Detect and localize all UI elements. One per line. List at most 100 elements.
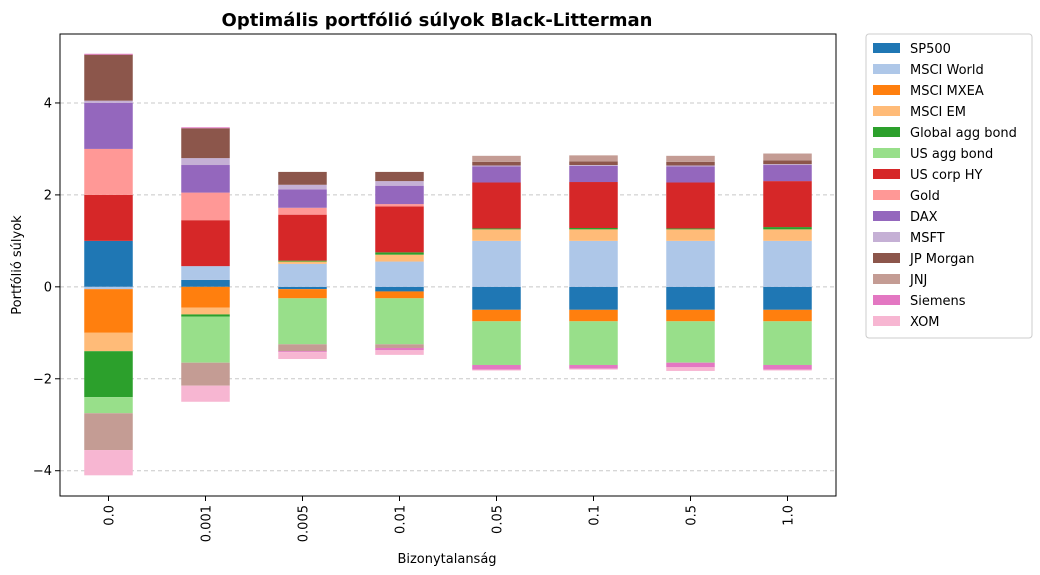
- x-tick-label: 0.01: [394, 505, 409, 534]
- bar-segment: [569, 165, 618, 183]
- bar-segment: [472, 166, 521, 183]
- bar-segment: [472, 369, 521, 371]
- bar-segment: [472, 286, 521, 310]
- bar-segment: [181, 165, 230, 193]
- bar-segment: [666, 161, 715, 166]
- legend-swatch: [873, 43, 900, 53]
- bar-segment: [278, 344, 327, 352]
- y-tick-label: 2: [44, 188, 52, 203]
- bar-segment: [666, 367, 715, 371]
- bar-segment: [666, 229, 715, 241]
- bar-segment: [375, 206, 424, 253]
- bar-segment: [375, 261, 424, 287]
- bar-segment: [666, 228, 715, 230]
- legend-label: US agg bond: [910, 147, 993, 162]
- bar-segment: [472, 165, 521, 167]
- legend-label: JNJ: [909, 273, 927, 288]
- legend-swatch: [873, 85, 900, 95]
- legend-label: MSCI World: [910, 63, 984, 78]
- bar-segment: [278, 184, 327, 190]
- bar-segment: [181, 158, 230, 166]
- bar-segment: [569, 321, 618, 365]
- bar-segment: [181, 314, 230, 317]
- legend-swatch: [873, 274, 900, 284]
- bar-segment: [84, 100, 133, 103]
- bar-segment: [84, 289, 133, 333]
- x-tick-label: 0.001: [200, 505, 215, 542]
- legend-label: MSCI EM: [910, 105, 966, 120]
- y-tick-label: 0: [44, 280, 52, 295]
- bar-segment: [375, 181, 424, 186]
- legend-swatch: [873, 169, 900, 179]
- bar-segment: [375, 185, 424, 205]
- bar-segment: [84, 53, 133, 55]
- bar-segment: [472, 228, 521, 230]
- x-tick-label: 0.05: [491, 505, 506, 534]
- legend-box: [865, 33, 1033, 339]
- bar-segment: [278, 171, 327, 185]
- legend-label: US corp HY: [910, 168, 983, 183]
- legend-label: Global agg bond: [910, 126, 1017, 141]
- bar-segment: [84, 332, 133, 352]
- legend-swatch: [873, 211, 900, 221]
- bar-segment: [375, 291, 424, 299]
- bar-segment: [569, 240, 618, 287]
- x-tick-label: 0.005: [297, 505, 312, 542]
- bar-segment: [472, 229, 521, 241]
- plot-frame: [59, 33, 837, 497]
- bar-segment: [278, 261, 327, 264]
- legend-swatch: [873, 190, 900, 200]
- bar-segment: [763, 364, 812, 370]
- x-tick-label: 0.0: [103, 505, 118, 526]
- x-axis: 0.0 0.001 0.005 0.01 0.05 0.1 0.5 1.0: [103, 496, 797, 542]
- legend-swatch: [873, 64, 900, 74]
- bar-segment: [375, 204, 424, 207]
- legend-swatch: [873, 253, 900, 263]
- bar-segment: [375, 254, 424, 262]
- bar-segment: [763, 164, 812, 166]
- bar-segment: [472, 155, 521, 162]
- legend-label: SP500: [910, 42, 951, 57]
- bar-segment: [666, 155, 715, 162]
- bar-segment: [472, 321, 521, 365]
- x-tick-label: 0.5: [685, 505, 700, 526]
- bar-segment: [569, 286, 618, 310]
- bar-segment: [84, 397, 133, 414]
- legend-label: MSFT: [910, 231, 945, 246]
- bar-segment: [278, 351, 327, 353]
- bar-segment: [666, 321, 715, 363]
- bar-segment: [763, 369, 812, 371]
- bar-segment: [763, 286, 812, 310]
- y-tick-label: 4: [44, 96, 52, 111]
- bar-segment: [181, 307, 230, 315]
- chart-title: Optimális portfólió súlyok Black-Litterm…: [222, 10, 653, 31]
- legend-swatch: [873, 232, 900, 242]
- bar-segment: [278, 263, 327, 287]
- bar-segment: [375, 286, 424, 292]
- bar-segment: [84, 351, 133, 398]
- bar-segment: [84, 413, 133, 451]
- bar-segment: [375, 344, 424, 348]
- legend-swatch: [873, 148, 900, 158]
- bar-segment: [181, 128, 230, 159]
- bar-segment: [181, 362, 230, 386]
- bar-segment: [666, 166, 715, 183]
- bars: [84, 53, 812, 476]
- y-tick-label: −4: [33, 464, 52, 479]
- bar-segment: [84, 240, 133, 287]
- bar-segment: [666, 182, 715, 229]
- bar-segment: [666, 286, 715, 310]
- bar-segment: [375, 252, 424, 255]
- bar-segment: [84, 148, 133, 195]
- bar-segment: [569, 161, 618, 166]
- bar-segment: [569, 155, 618, 162]
- legend: SP500 MSCI World MSCI MXEA MSCI EM Global ag…: [865, 33, 1033, 339]
- bar-segment: [278, 289, 327, 299]
- bar-segment: [375, 347, 424, 351]
- bar-segment: [181, 316, 230, 363]
- bar-segment: [84, 54, 133, 101]
- bar-segment: [763, 240, 812, 287]
- bar-segment: [569, 182, 618, 228]
- bar-segment: [763, 181, 812, 228]
- bar-segment: [666, 165, 715, 167]
